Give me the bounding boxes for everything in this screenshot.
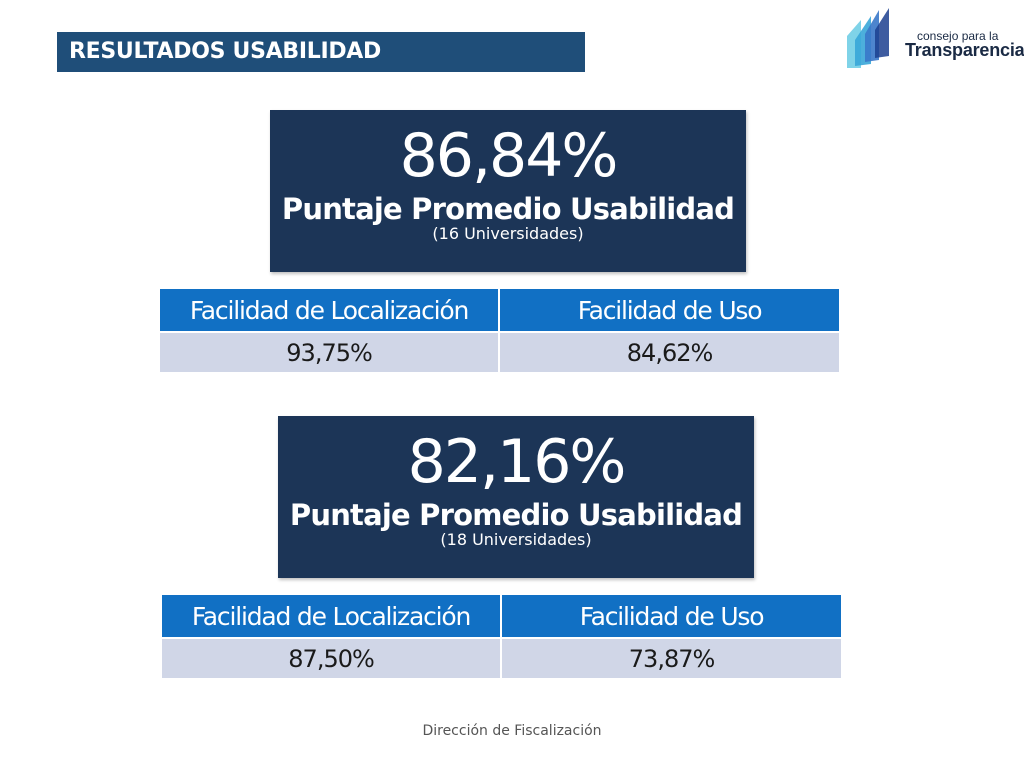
consejo-transparencia-logo: consejo para la Transparencia — [843, 6, 1024, 72]
score-box-18: 82,16% Puntaje Promedio Usabilidad (18 U… — [278, 416, 754, 578]
footer-text: Dirección de Fiscalización — [422, 723, 602, 739]
table-row: 87,50% 73,87% — [159, 637, 843, 680]
score-value: 86,84% — [399, 121, 619, 191]
usability-table-16: Facilidad de Localización Facilidad de U… — [157, 287, 841, 374]
score-sublabel: (18 Universidades) — [440, 530, 592, 550]
score-value: 82,16% — [407, 427, 627, 497]
cell-uso: 84,62% — [498, 331, 841, 374]
slide-title: RESULTADOS USABILIDAD — [57, 32, 585, 72]
cell-localizacion: 87,50% — [159, 637, 503, 680]
logo-mark-icon — [847, 8, 889, 68]
logo-text-small: consejo para la — [917, 29, 999, 43]
usability-table-18: Facilidad de Localización Facilidad de U… — [159, 593, 843, 680]
logo-text-big: Transparencia — [905, 40, 1024, 60]
score-label: Puntaje Promedio Usabilidad — [289, 498, 743, 532]
column-header-uso: Facilidad de Uso — [500, 593, 843, 639]
table-header-row: Facilidad de Localización Facilidad de U… — [159, 593, 843, 639]
column-header-uso: Facilidad de Uso — [498, 287, 841, 333]
column-header-localizacion: Facilidad de Localización — [159, 593, 503, 639]
column-header-localizacion: Facilidad de Localización — [157, 287, 501, 333]
table-header-row: Facilidad de Localización Facilidad de U… — [157, 287, 841, 333]
cell-localizacion: 93,75% — [157, 331, 501, 374]
score-label: Puntaje Promedio Usabilidad — [281, 192, 735, 226]
score-box-16: 86,84% Puntaje Promedio Usabilidad (16 U… — [270, 110, 746, 272]
table-row: 93,75% 84,62% — [157, 331, 841, 374]
cell-uso: 73,87% — [500, 637, 843, 680]
score-sublabel: (16 Universidades) — [432, 224, 584, 244]
